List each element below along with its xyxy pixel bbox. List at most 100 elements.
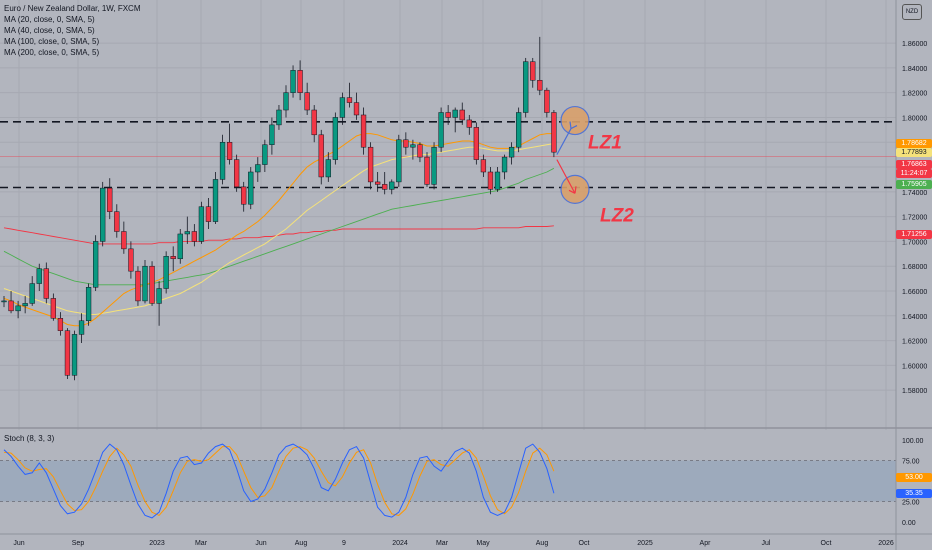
candle-body bbox=[191, 231, 197, 242]
candle-body bbox=[177, 233, 183, 260]
stoch-k-line bbox=[3, 443, 555, 519]
candle bbox=[480, 154, 487, 177]
candle bbox=[332, 112, 339, 165]
candle bbox=[339, 92, 346, 125]
candle bbox=[234, 154, 240, 192]
lz2-arrow bbox=[556, 159, 577, 194]
candle bbox=[163, 251, 169, 294]
price-tick-label: 1.64000 bbox=[902, 314, 927, 321]
candle bbox=[57, 312, 64, 336]
candle-body bbox=[431, 146, 437, 185]
price-tick-label: 1.66000 bbox=[902, 289, 927, 296]
candle-body bbox=[508, 146, 515, 158]
candle bbox=[85, 283, 92, 326]
candle-body bbox=[332, 117, 339, 160]
candle bbox=[226, 123, 233, 165]
ma100-legend[interactable]: MA (100, close, 0, SMA, 5) bbox=[4, 37, 100, 46]
candle bbox=[149, 261, 155, 306]
candle-body bbox=[353, 102, 360, 116]
candle-body bbox=[107, 187, 113, 212]
candle-body bbox=[360, 114, 367, 148]
candle-body bbox=[473, 127, 480, 160]
candle bbox=[128, 241, 134, 279]
candle-body bbox=[262, 144, 268, 165]
candle bbox=[466, 114, 472, 135]
candle-body bbox=[501, 156, 508, 173]
candle bbox=[78, 313, 85, 344]
candle-body bbox=[417, 144, 423, 158]
candle-body bbox=[516, 112, 522, 148]
ma20-legend[interactable]: MA (20, close, 0, SMA, 5) bbox=[4, 15, 95, 24]
candle bbox=[8, 290, 14, 314]
time-tick-label: Sep bbox=[72, 540, 85, 547]
lz1-label: LZ1 bbox=[588, 133, 622, 154]
candle-body bbox=[459, 109, 465, 121]
candle bbox=[508, 142, 515, 165]
candle bbox=[93, 235, 99, 291]
candle-body bbox=[438, 112, 444, 148]
price-tick-label: 1.68000 bbox=[902, 264, 927, 271]
candle-body bbox=[219, 141, 226, 180]
candle bbox=[375, 171, 381, 192]
ma100-price-tag: 1.75905 bbox=[896, 180, 932, 189]
candle bbox=[487, 167, 494, 195]
last-price-tag: 1.76863 bbox=[896, 160, 932, 169]
ma20-price-tag: 1.78682 bbox=[896, 139, 932, 148]
stoch-d-line bbox=[3, 446, 555, 517]
candle-body bbox=[382, 184, 388, 190]
candle-body bbox=[135, 270, 141, 302]
candle-body bbox=[156, 288, 162, 304]
candle bbox=[346, 82, 353, 108]
candle bbox=[114, 204, 120, 238]
candle bbox=[212, 171, 219, 225]
stoch-axis: 100.00 75.00 25.00 0.00 bbox=[902, 438, 924, 527]
time-tick-label: Mar bbox=[195, 540, 208, 547]
stoch-tick-label: 0.00 bbox=[902, 520, 916, 527]
currency-button[interactable]: NZD bbox=[902, 4, 922, 20]
stoch-k-tag: 35.35 bbox=[896, 489, 932, 498]
candle bbox=[64, 328, 71, 380]
candle-body bbox=[22, 303, 28, 307]
candle-body bbox=[269, 124, 275, 145]
candle-body bbox=[396, 139, 402, 183]
time-tick-label: 9 bbox=[342, 540, 346, 547]
stoch-legend[interactable]: Stoch (8, 3, 3) bbox=[4, 434, 55, 443]
candle bbox=[403, 132, 409, 155]
candle-body bbox=[205, 206, 212, 222]
candle-body bbox=[121, 231, 127, 250]
ma40-legend[interactable]: MA (40, close, 0, SMA, 5) bbox=[4, 26, 95, 35]
candle-body bbox=[163, 256, 169, 289]
ma200-legend[interactable]: MA (200, close, 0, SMA, 5) bbox=[4, 48, 100, 57]
candle-body bbox=[537, 80, 543, 91]
candle bbox=[431, 142, 437, 190]
candle bbox=[156, 281, 162, 326]
zone-annotations: LZ1 LZ2 bbox=[556, 105, 634, 226]
candle-body bbox=[93, 241, 99, 288]
candle-body bbox=[339, 97, 346, 118]
ma200-price-tag: 1.71256 bbox=[896, 230, 932, 239]
stoch-band bbox=[0, 460, 896, 502]
time-tick-label: Jun bbox=[13, 540, 24, 547]
candle-body bbox=[1, 300, 7, 303]
time-axis[interactable]: Jun Sep 2023 Mar Jun Aug 9 2024 Mar May Aug Oct 2025… bbox=[13, 540, 894, 547]
candle-body bbox=[50, 298, 57, 319]
price-axis[interactable]: 1.58000 1.60000 1.62000 1.64000 1.66000 1.680… bbox=[902, 41, 927, 395]
candle bbox=[255, 157, 261, 182]
time-tick-label: Jun bbox=[255, 540, 266, 547]
candle bbox=[473, 122, 480, 165]
candle-body bbox=[523, 61, 529, 113]
candle-body bbox=[226, 141, 233, 160]
candle bbox=[135, 266, 141, 306]
candle bbox=[325, 152, 331, 182]
candle-body bbox=[452, 109, 458, 118]
candle-body bbox=[403, 139, 409, 148]
candle bbox=[283, 85, 289, 118]
time-tick-label: 2024 bbox=[392, 540, 408, 547]
candle-body bbox=[241, 186, 247, 205]
time-tick-label: 2026 bbox=[878, 540, 894, 547]
candle-body bbox=[149, 265, 155, 304]
candle bbox=[318, 129, 324, 185]
candle bbox=[22, 295, 28, 314]
candle-body bbox=[234, 159, 240, 188]
